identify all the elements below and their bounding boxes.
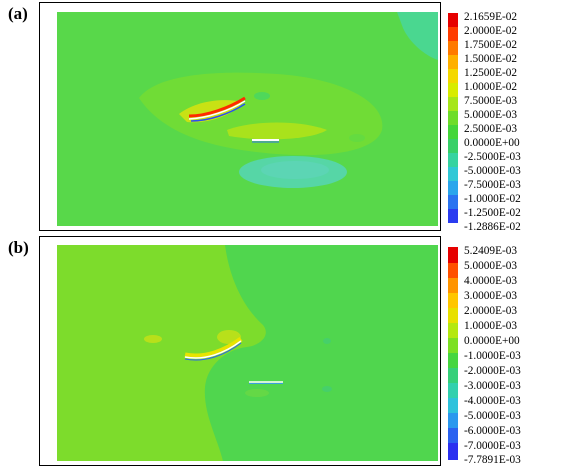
panel-b-tick: -3.0000E-03	[464, 380, 521, 392]
panel-b-swatch	[448, 247, 458, 263]
panel-a-tick: -1.2886E-02	[464, 221, 521, 233]
panel-a-swatch	[448, 69, 458, 83]
panel-a-swatch	[448, 195, 458, 209]
panel-a-colorbar: 2.1659E-02 2.0000E-02 1.7500E-02 1.5000E…	[448, 11, 560, 233]
panel-b-swatch	[448, 398, 458, 413]
panel-a-swatch	[448, 83, 458, 97]
panel-b-swatch	[448, 353, 458, 368]
panel-b-tick: -7.0000E-03	[464, 440, 521, 452]
panel-a-tick: -1.2500E-02	[464, 207, 521, 219]
panel-b-tick: 2.0000E-03	[464, 305, 518, 317]
panel-b-tick: -5.0000E-03	[464, 410, 521, 422]
panel-b-tick: 0.0000E+00	[464, 335, 520, 347]
panel-b-swatch	[448, 383, 458, 398]
panel-b-tick: -2.0000E-03	[464, 365, 521, 377]
panel-b-swatch	[448, 263, 458, 278]
panel-b-swatch	[448, 308, 458, 323]
panel-a-tick: 5.0000E-03	[464, 109, 518, 121]
panel-a-swatch	[448, 167, 458, 181]
panel-b-swatch	[448, 293, 458, 308]
panel-b-tick: -6.0000E-03	[464, 425, 521, 437]
panel-b-swatch	[448, 368, 458, 383]
panel-b-tick: -7.7891E-03	[464, 454, 521, 466]
panel-a-tick: 1.2500E-02	[464, 67, 518, 79]
panel-a-swatch	[448, 13, 458, 27]
panel-a-swatch	[448, 41, 458, 55]
panel-a-tick: 0.0000E+00	[464, 137, 520, 149]
panel-a-tick: -7.5000E-03	[464, 179, 521, 191]
panel-b-tick: 5.0000E-03	[464, 260, 518, 272]
panel-b-tick: 5.2409E-03	[464, 245, 518, 257]
panel-a-swatch	[448, 181, 458, 195]
panel-a-tick: 2.1659E-02	[464, 11, 518, 23]
panel-a-swatch	[448, 139, 458, 153]
panel-a-label: (a)	[8, 4, 28, 23]
panel-a-swatch	[448, 97, 458, 111]
panel-b-swatch	[448, 278, 458, 293]
panel-a-tick: 1.7500E-02	[464, 39, 518, 51]
panel-b-label: (b)	[8, 238, 29, 257]
panel-a-swatch	[448, 125, 458, 139]
panel-a-tick: 2.5000E-03	[464, 123, 518, 135]
panel-b-swatch	[448, 413, 458, 428]
panel-a-tick: 2.0000E-02	[464, 25, 518, 37]
panel-a-tick: -1.0000E-02	[464, 193, 521, 205]
panel-b-swatch	[448, 428, 458, 443]
panel-b-tick: 4.0000E-03	[464, 275, 518, 287]
panel-a-swatch	[448, 153, 458, 167]
panel-b-tick: 1.0000E-03	[464, 320, 518, 332]
panel-a-tick: 7.5000E-03	[464, 95, 518, 107]
panel-b-swatch	[448, 338, 458, 353]
panel-a-tick: 1.0000E-02	[464, 81, 518, 93]
panel-b-contour-field	[57, 245, 438, 461]
panel-b-tick: 3.0000E-03	[464, 290, 518, 302]
panel-a-tick: -5.0000E-03	[464, 165, 521, 177]
panel-a-swatch	[448, 27, 458, 41]
panel-a-tick: 1.5000E-02	[464, 53, 518, 65]
panel-b-tick: -1.0000E-03	[464, 350, 521, 362]
panel-b-swatch	[448, 323, 458, 338]
panel-a-swatch	[448, 111, 458, 125]
panel-b-tick: -4.0000E-03	[464, 395, 521, 407]
panel-b-colorbar: 5.2409E-03 5.0000E-03 4.0000E-03 3.0000E…	[448, 245, 560, 466]
panel-a-swatch	[448, 55, 458, 69]
panel-b-swatch	[448, 443, 458, 460]
panel-a-contour-field	[57, 12, 438, 226]
panel-a-tick: -2.5000E-03	[464, 151, 521, 163]
panel-a-swatch	[448, 209, 458, 223]
